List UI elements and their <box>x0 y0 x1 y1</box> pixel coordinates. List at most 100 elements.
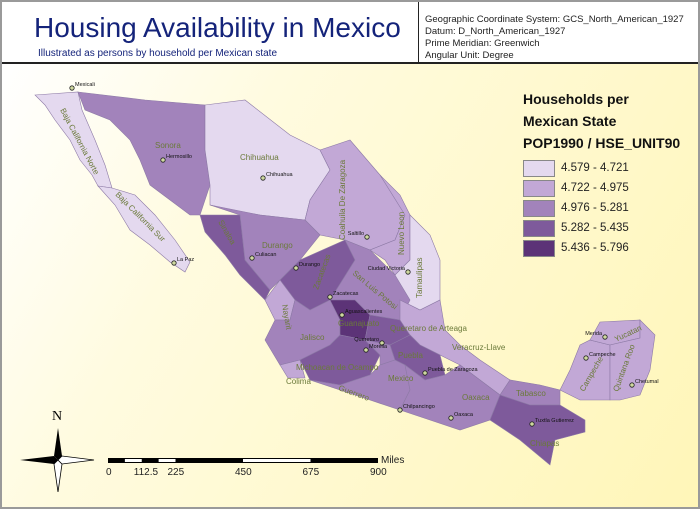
coordinate-info: Geographic Coordinate System: GCS_North_… <box>425 14 684 62</box>
legend-label: 4.722 - 4.975 <box>561 182 629 194</box>
state-label: Sonora <box>155 141 181 150</box>
city-label: Oaxaca <box>454 412 474 418</box>
legend-swatch <box>523 239 555 257</box>
state-label: Tabasco <box>516 389 546 398</box>
city-label: Chilpancingo <box>403 404 435 410</box>
city-marker-icon <box>448 415 454 421</box>
state-label: Puebla <box>398 351 423 360</box>
city-marker-icon <box>260 175 266 181</box>
city-label: La Paz <box>177 257 194 263</box>
header-divider <box>418 2 419 62</box>
city-marker-icon <box>602 334 608 340</box>
legend-item: 4.976 - 5.281 <box>523 198 680 218</box>
state-label: Oaxaca <box>462 393 490 402</box>
legend-swatch <box>523 219 555 237</box>
legend-title: Households per Mexican State POP1990 / H… <box>523 88 680 154</box>
city-label: Queretaro <box>354 337 379 343</box>
city-label: Chetumal <box>635 379 659 385</box>
city-marker-icon <box>529 421 535 427</box>
coord-datum: Datum: D_North_American_1927 <box>425 26 566 37</box>
scale-tick-label: 900 <box>370 467 387 478</box>
state-label: Tamaulipas <box>415 258 424 298</box>
legend-label: 5.436 - 5.796 <box>561 242 629 254</box>
city-label: Hermosillo <box>166 154 192 160</box>
city-label: Mexicali <box>75 82 95 88</box>
scale-tick-label: 450 <box>235 467 252 478</box>
north-arrow-icon <box>20 456 58 464</box>
legend-swatch <box>523 179 555 197</box>
north-arrow-icon <box>54 428 62 460</box>
city-marker-icon <box>364 234 370 240</box>
city-marker-icon <box>583 355 589 361</box>
state-label: Nayarit <box>280 304 293 331</box>
scale-unit-label: Miles <box>381 455 404 466</box>
state-label: Mexico <box>388 374 414 383</box>
state-label: Guanajuato <box>338 319 380 328</box>
city-marker-icon <box>339 312 345 318</box>
state-quintana-roo <box>609 319 656 401</box>
map-title: Housing Availability in Mexico <box>34 12 401 43</box>
state-nuevo-leon <box>369 174 411 276</box>
north-arrow-icon <box>57 455 95 465</box>
legend-item: 4.579 - 4.721 <box>523 158 680 178</box>
state-label: Coahuila De Zaragoza <box>338 159 347 240</box>
city-marker-icon <box>249 255 255 261</box>
legend-item: 4.722 - 4.975 <box>523 178 680 198</box>
map-subtitle: Illustrated as persons by household per … <box>38 48 278 59</box>
north-arrow-icon <box>53 459 63 493</box>
coord-system: Geographic Coordinate System: GCS_North_… <box>425 14 684 25</box>
scale-bar-segment <box>158 459 176 462</box>
city-marker-icon <box>293 265 299 271</box>
legend-item: 5.282 - 5.435 <box>523 218 680 238</box>
city-label: Zacatecas <box>333 291 359 297</box>
legend: Households per Mexican State POP1990 / H… <box>523 88 680 258</box>
city-label: Morelia <box>369 344 388 350</box>
city-marker-icon <box>160 157 166 163</box>
state-label: Nuevo Leon <box>397 212 406 255</box>
state-label: Chihuahua <box>240 153 279 162</box>
state-label: Durango <box>262 241 293 250</box>
state-colima <box>279 359 306 379</box>
city-marker-icon <box>69 85 75 91</box>
city-label: Tuxtla Gutierrez <box>535 418 574 424</box>
city-label: Durango <box>299 262 320 268</box>
scale-bar-segment <box>124 459 142 462</box>
legend-label: 4.976 - 5.281 <box>561 202 629 214</box>
scale-tick-label: 112.5 <box>134 467 159 478</box>
city-label: Aguascalientes <box>345 309 383 315</box>
north-label: N <box>52 409 62 424</box>
city-marker-icon <box>327 294 333 300</box>
city-label: Saltillo <box>348 231 364 237</box>
legend-item: 5.436 - 5.796 <box>523 238 680 258</box>
state-label: Queretaro de Arteaga <box>390 324 467 333</box>
state-chiapas <box>489 394 586 466</box>
state-label: Chiapas <box>530 439 559 448</box>
city-label: Ciudad Victoria <box>368 266 406 272</box>
map-header: Housing Availability in Mexico Illustrat… <box>2 2 698 64</box>
state-baja-california-sur <box>97 185 191 273</box>
city-label: Campeche <box>589 352 616 358</box>
scale-tick-label: 675 <box>303 467 320 478</box>
city-label: Merida <box>585 331 603 337</box>
city-label: Culiacan <box>255 252 276 258</box>
scale-tick-label: 225 <box>168 467 185 478</box>
legend-label: 4.579 - 4.721 <box>561 162 629 174</box>
city-label: Chihuahua <box>266 172 294 178</box>
city-marker-icon <box>629 382 635 388</box>
legend-swatch <box>523 159 555 177</box>
scale-bar-segment <box>243 459 311 462</box>
coord-meridian: Prime Meridian: Greenwich <box>425 38 540 49</box>
city-marker-icon <box>379 340 385 346</box>
state-label: Colima <box>286 377 311 386</box>
legend-title-line: Households per <box>523 91 629 107</box>
state-label: Michoacan de Ocampo <box>296 363 379 372</box>
legend-swatch <box>523 199 555 217</box>
legend-title-line: Mexican State <box>523 113 617 129</box>
city-marker-icon <box>171 260 177 266</box>
state-label: Veracruz-Llave <box>452 343 506 352</box>
city-label: Puebla de Zaragoza <box>428 367 478 373</box>
city-marker-icon <box>363 347 369 353</box>
legend-field-line: POP1990 / HSE_UNIT90 <box>523 135 681 151</box>
